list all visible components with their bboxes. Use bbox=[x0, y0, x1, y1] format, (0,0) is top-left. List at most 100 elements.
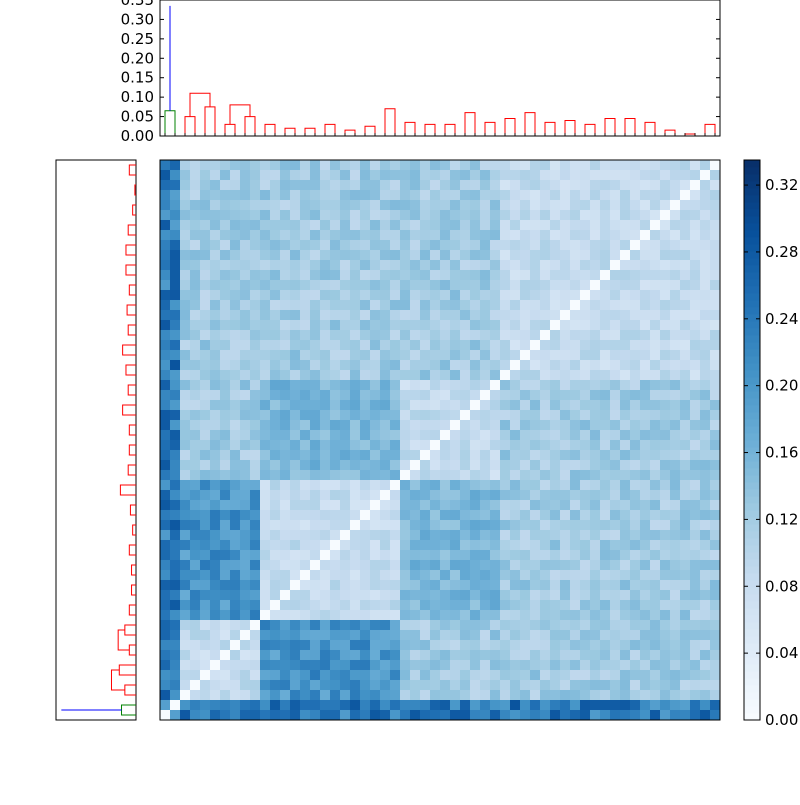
heatmap-cell bbox=[440, 690, 451, 701]
heatmap-cell bbox=[580, 520, 591, 531]
heatmap-cell bbox=[380, 660, 391, 671]
heatmap-cell bbox=[340, 360, 351, 371]
heatmap-cell bbox=[420, 210, 431, 221]
heatmap-cell bbox=[300, 630, 311, 641]
heatmap-cell bbox=[670, 380, 681, 391]
colorbar-segment bbox=[744, 468, 760, 476]
top-dendrogram-link bbox=[324, 123, 336, 136]
heatmap-cell bbox=[170, 530, 181, 541]
heatmap-cell bbox=[350, 500, 361, 511]
heatmap-cell bbox=[440, 530, 451, 541]
heatmap-cell bbox=[350, 540, 361, 551]
heatmap-cell bbox=[320, 620, 331, 631]
heatmap-cell bbox=[250, 520, 261, 531]
heatmap-cell bbox=[260, 610, 271, 621]
heatmap-cell bbox=[530, 510, 541, 521]
heatmap-cell bbox=[550, 240, 561, 251]
heatmap-cell bbox=[500, 630, 511, 641]
heatmap-cell bbox=[190, 630, 201, 641]
heatmap-cell bbox=[510, 440, 521, 451]
heatmap-cell bbox=[440, 450, 451, 461]
heatmap-cell bbox=[160, 440, 171, 451]
heatmap-cell bbox=[250, 250, 261, 261]
heatmap-cell bbox=[170, 260, 181, 271]
heatmap-cell bbox=[480, 630, 491, 641]
heatmap-cell bbox=[400, 160, 411, 171]
heatmap-cell bbox=[280, 410, 291, 421]
heatmap-cell bbox=[370, 180, 381, 191]
heatmap-cell bbox=[200, 620, 211, 631]
colorbar-segment bbox=[744, 629, 760, 637]
heatmap-cell bbox=[430, 270, 441, 281]
heatmap-cell bbox=[470, 560, 481, 571]
top-dendrogram-link bbox=[264, 123, 276, 136]
heatmap-cell bbox=[210, 480, 221, 491]
heatmap-cell bbox=[500, 590, 511, 601]
heatmap-cell bbox=[510, 250, 521, 261]
heatmap-cell bbox=[210, 670, 221, 681]
heatmap-cell bbox=[170, 560, 181, 571]
heatmap-cell bbox=[640, 240, 651, 251]
heatmap-cell bbox=[680, 560, 691, 571]
heatmap-cell bbox=[330, 530, 341, 541]
heatmap-cell bbox=[170, 220, 181, 231]
heatmap-cell bbox=[680, 550, 691, 561]
heatmap-cell bbox=[340, 650, 351, 661]
heatmap-cell bbox=[440, 340, 451, 351]
heatmap-cell bbox=[320, 560, 331, 571]
heatmap-cell bbox=[290, 530, 301, 541]
colorbar-segment bbox=[744, 706, 760, 714]
heatmap-cell bbox=[250, 270, 261, 281]
heatmap-cell bbox=[550, 550, 561, 561]
heatmap-cell bbox=[690, 580, 701, 591]
heatmap-cell bbox=[390, 630, 401, 641]
heatmap-cell bbox=[580, 580, 591, 591]
heatmap-cell bbox=[350, 450, 361, 461]
heatmap-cell bbox=[560, 350, 571, 361]
heatmap-cell bbox=[300, 470, 311, 481]
heatmap-cell bbox=[460, 540, 471, 551]
heatmap-cell bbox=[320, 660, 331, 671]
heatmap-cell bbox=[640, 290, 651, 301]
heatmap-cell bbox=[510, 710, 521, 721]
colorbar-segment bbox=[744, 426, 760, 434]
heatmap-cell bbox=[410, 360, 421, 371]
heatmap-cell bbox=[330, 550, 341, 561]
heatmap-cell bbox=[410, 650, 421, 661]
heatmap-cell bbox=[220, 340, 231, 351]
heatmap-cell bbox=[210, 290, 221, 301]
heatmap-cell bbox=[230, 510, 241, 521]
heatmap-cell bbox=[320, 410, 331, 421]
heatmap-cell bbox=[310, 400, 321, 411]
heatmap-cell bbox=[200, 700, 211, 711]
heatmap-cell bbox=[710, 370, 721, 381]
heatmap-cell bbox=[620, 540, 631, 551]
heatmap-cell bbox=[160, 170, 171, 181]
heatmap-cell bbox=[610, 350, 621, 361]
heatmap-cell bbox=[550, 410, 561, 421]
heatmap-cell bbox=[550, 280, 561, 291]
heatmap-cell bbox=[660, 330, 671, 341]
heatmap-cell bbox=[220, 510, 231, 521]
heatmap-cell bbox=[440, 370, 451, 381]
heatmap-cell bbox=[710, 240, 721, 251]
heatmap-cell bbox=[330, 710, 341, 721]
heatmap-cell bbox=[560, 510, 571, 521]
heatmap-cell bbox=[250, 160, 261, 171]
heatmap-cell bbox=[570, 650, 581, 661]
heatmap-cell bbox=[190, 260, 201, 271]
heatmap-cell bbox=[290, 290, 301, 301]
heatmap-cell bbox=[230, 290, 241, 301]
heatmap-cell bbox=[430, 660, 441, 671]
heatmap-cell bbox=[490, 260, 501, 271]
heatmap-cell bbox=[240, 250, 251, 261]
heatmap-cell bbox=[520, 670, 531, 681]
heatmap-cell bbox=[650, 640, 661, 651]
heatmap-cell bbox=[180, 280, 191, 291]
heatmap-cell bbox=[320, 400, 331, 411]
heatmap-cell bbox=[550, 180, 561, 191]
heatmap-cell bbox=[690, 530, 701, 541]
left-dendrogram-link bbox=[122, 344, 136, 356]
heatmap-cell bbox=[300, 440, 311, 451]
heatmap-cell bbox=[370, 610, 381, 621]
